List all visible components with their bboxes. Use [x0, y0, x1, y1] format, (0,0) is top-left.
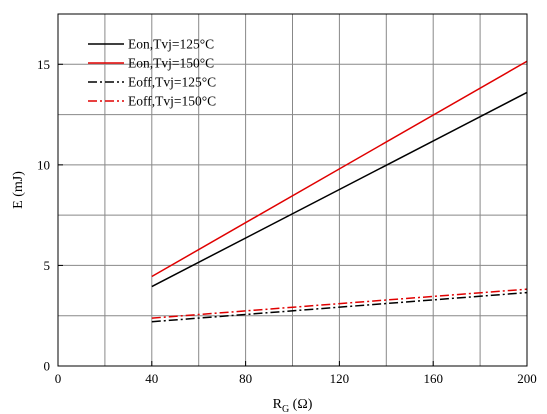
legend-label-4: Eoff,Tvj=150°C	[128, 94, 216, 109]
series-line-3	[151, 291, 528, 323]
x-tick-label: 160	[423, 371, 443, 386]
x-tick-label: 40	[145, 371, 158, 386]
plot-frame	[57, 13, 528, 367]
x-tick-label: 80	[239, 371, 252, 386]
x-tick-label: 120	[330, 371, 350, 386]
y-tick-label: 0	[44, 359, 51, 374]
tick-labels: 0 40 80 120 160 200 0 5 10 15	[37, 57, 537, 386]
legend-label-3: Eoff,Tvj=125°C	[128, 75, 216, 90]
x-tick-label: 200	[517, 371, 537, 386]
x-axis-label: RG (Ω)	[273, 397, 313, 414]
legend-label-2: Eon,Tvj=150°C	[128, 56, 214, 71]
x-tick-label: 0	[55, 371, 62, 386]
legend-label-1: Eon,Tvj=125°C	[128, 37, 214, 52]
series-line-1	[151, 91, 528, 288]
y-axis-label: E (mJ)	[11, 171, 26, 209]
y-tick-label: 15	[37, 57, 50, 72]
series-line-4	[151, 288, 528, 319]
ticks	[57, 63, 528, 367]
legend: Eon,Tvj=125°C Eon,Tvj=150°C Eoff,Tvj=125°C…	[88, 37, 216, 109]
series-line-2	[151, 60, 528, 278]
y-tick-label: 10	[37, 157, 50, 172]
y-tick-label: 5	[44, 258, 51, 273]
series-layer	[151, 60, 528, 323]
